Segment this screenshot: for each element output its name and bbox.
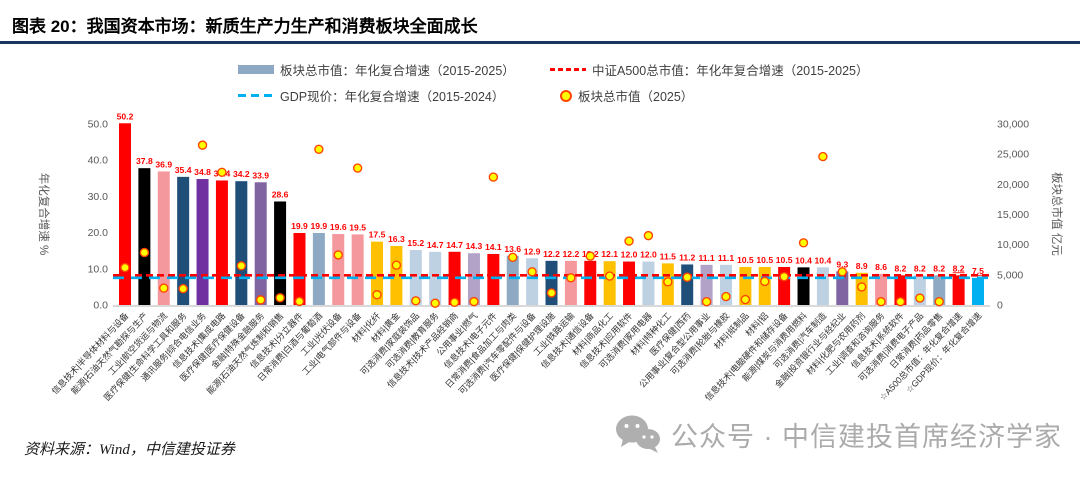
svg-text:10.0: 10.0	[88, 263, 109, 275]
svg-text:13.6: 13.6	[504, 244, 521, 254]
svg-text:8.6: 8.6	[875, 262, 887, 272]
svg-text:14.7: 14.7	[427, 240, 444, 250]
svg-text:8.2: 8.2	[933, 263, 945, 273]
legend-item-mcap-dot: 板块总市值（2025）	[550, 86, 693, 105]
svg-text:15,000: 15,000	[997, 209, 1029, 221]
title-divider	[0, 41, 1080, 44]
svg-text:0: 0	[997, 300, 1003, 312]
svg-text:50.0: 50.0	[88, 119, 109, 131]
svg-text:33.9: 33.9	[252, 170, 269, 180]
svg-text:11.5: 11.5	[660, 251, 676, 261]
red-dash-icon	[550, 68, 586, 71]
page-title: 图表 20：我国资本市场：新质生产力生产和消费板块全面成长	[12, 17, 478, 36]
svg-text:19.9: 19.9	[291, 221, 308, 231]
chart-legend: 板块总市值：年化复合增速（2015-2025） 中证A500总市值：年化年复合增…	[230, 60, 910, 112]
svg-text:20.0: 20.0	[88, 227, 109, 239]
svg-text:14.3: 14.3	[466, 241, 483, 251]
svg-text:11.1: 11.1	[718, 253, 734, 263]
svg-text:30,000: 30,000	[997, 119, 1029, 131]
svg-text:12.2: 12.2	[543, 249, 560, 259]
svg-text:0.0: 0.0	[93, 300, 108, 312]
svg-text:年化复合增速 %: 年化复合增速 %	[37, 173, 51, 255]
svg-text:10.5: 10.5	[776, 255, 793, 265]
svg-text:能源|石油天然气勘探与生产: 能源|石油天然气勘探与生产	[68, 310, 150, 397]
legend-label: 板块总市值（2025）	[578, 90, 694, 104]
legend-label: GDP现价：年化复合增速（2015-2024）	[280, 90, 505, 104]
svg-text:9.3: 9.3	[836, 259, 848, 269]
svg-text:10.4: 10.4	[815, 255, 832, 265]
svg-text:37.8: 37.8	[136, 156, 153, 166]
legend-item-a500-line: 中证A500总市值：年化年复合增速（2015-2025）	[550, 60, 868, 79]
svg-text:8.2: 8.2	[914, 263, 926, 273]
svg-text:11.2: 11.2	[679, 252, 695, 262]
svg-text:50.2: 50.2	[117, 111, 134, 121]
svg-text:12.0: 12.0	[640, 250, 657, 260]
svg-text:36.9: 36.9	[155, 159, 172, 169]
svg-text:30.0: 30.0	[88, 191, 109, 203]
svg-text:28.6: 28.6	[272, 189, 289, 199]
svg-text:7.5: 7.5	[972, 266, 984, 276]
svg-text:34.2: 34.2	[233, 169, 250, 179]
svg-text:20,000: 20,000	[997, 179, 1029, 191]
svg-text:12.9: 12.9	[524, 246, 541, 256]
svg-text:8.9: 8.9	[856, 261, 868, 271]
svg-text:12.1: 12.1	[601, 249, 618, 259]
chart-canvas: 0.0 10.0 20.0 30.0 40.0 50.0 0 5,000 10,000 15,00…	[37, 111, 1064, 402]
svg-text:16.3: 16.3	[388, 234, 405, 244]
svg-text:10.4: 10.4	[795, 255, 812, 265]
svg-text:34.8: 34.8	[194, 167, 211, 177]
legend-label: 中证A500总市值：年化年复合增速（2015-2025）	[592, 64, 869, 78]
svg-text:5,000: 5,000	[997, 269, 1023, 281]
watermark: 公众号 · 中信建投首席经济学家	[615, 414, 1062, 454]
svg-text:17.5: 17.5	[369, 230, 386, 240]
svg-text:12.0: 12.0	[621, 250, 638, 260]
svg-text:板块总市值 亿元: 板块总市值 亿元	[1050, 172, 1064, 256]
watermark-text: 公众号 · 中信建投首席经济学家	[671, 421, 1062, 452]
svg-text:8.2: 8.2	[953, 263, 965, 273]
bar-swatch-icon	[238, 65, 274, 74]
bar-chart: 0.0 10.0 20.0 30.0 40.0 50.0 0 5,000 10,000 15,00…	[0, 50, 1080, 422]
svg-text:19.5: 19.5	[349, 222, 366, 232]
svg-text:12.2: 12.2	[563, 249, 580, 259]
svg-text:14.1: 14.1	[485, 242, 502, 252]
svg-text:19.6: 19.6	[330, 222, 347, 232]
svg-text:10,000: 10,000	[997, 239, 1029, 251]
svg-text:25,000: 25,000	[997, 149, 1029, 161]
svg-text:14.7: 14.7	[446, 240, 463, 250]
svg-text:8.2: 8.2	[894, 263, 906, 273]
legend-item-gdp-line: GDP现价：年化复合增速（2015-2024）	[238, 86, 504, 105]
blue-dash-icon	[238, 93, 274, 98]
svg-text:11.1: 11.1	[698, 253, 714, 263]
svg-text:35.4: 35.4	[175, 165, 192, 175]
dot-swatch-icon	[560, 89, 572, 102]
svg-text:10.5: 10.5	[756, 255, 773, 265]
svg-text:40.0: 40.0	[88, 155, 109, 167]
svg-text:10.5: 10.5	[737, 255, 754, 265]
legend-item-sector-cagr: 板块总市值：年化复合增速（2015-2025）	[238, 60, 515, 79]
source-note: 资料来源：Wind，中信建投证券	[24, 442, 235, 458]
svg-text:19.9: 19.9	[310, 221, 327, 231]
svg-text:15.2: 15.2	[407, 238, 424, 248]
wechat-icon	[616, 415, 660, 453]
legend-label: 板块总市值：年化复合增速（2015-2025）	[280, 64, 515, 78]
